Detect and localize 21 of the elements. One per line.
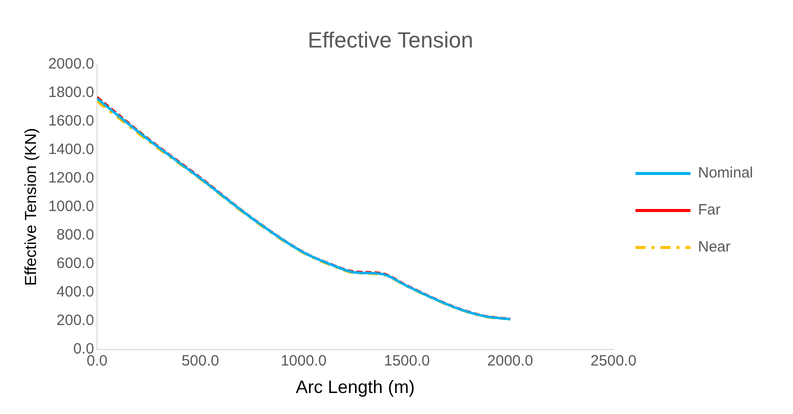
x-axis-title: Arc Length (m) <box>296 377 415 398</box>
legend-label: Near <box>698 238 730 256</box>
x-tick-label: 2500.0 <box>590 352 636 370</box>
chart-title: Effective Tension <box>308 27 474 52</box>
y-tick-label: 400.0 <box>56 284 94 301</box>
y-axis-title: Effective Tension (KN) <box>23 128 40 286</box>
x-tick-label: 1000.0 <box>280 352 327 370</box>
y-tick-label: 1400.0 <box>48 141 94 158</box>
y-tick-label: 1000.0 <box>48 198 94 216</box>
x-tick-label: 2000.0 <box>487 352 534 370</box>
x-tick-label: 1500.0 <box>384 352 430 370</box>
legend-label: Far <box>698 202 720 219</box>
y-tick-label: 1600.0 <box>48 112 94 130</box>
y-tick-label: 2000.0 <box>48 56 94 73</box>
x-tick-label: 500.0 <box>182 352 220 370</box>
y-tick-label: 1200.0 <box>48 170 94 187</box>
y-tick-label: 600.0 <box>56 255 94 272</box>
y-tick-label: 800.0 <box>56 226 94 244</box>
y-tick-label: 1800.0 <box>48 84 94 102</box>
legend-label: Nominal <box>698 164 754 182</box>
y-tick-label: 200.0 <box>56 312 94 330</box>
